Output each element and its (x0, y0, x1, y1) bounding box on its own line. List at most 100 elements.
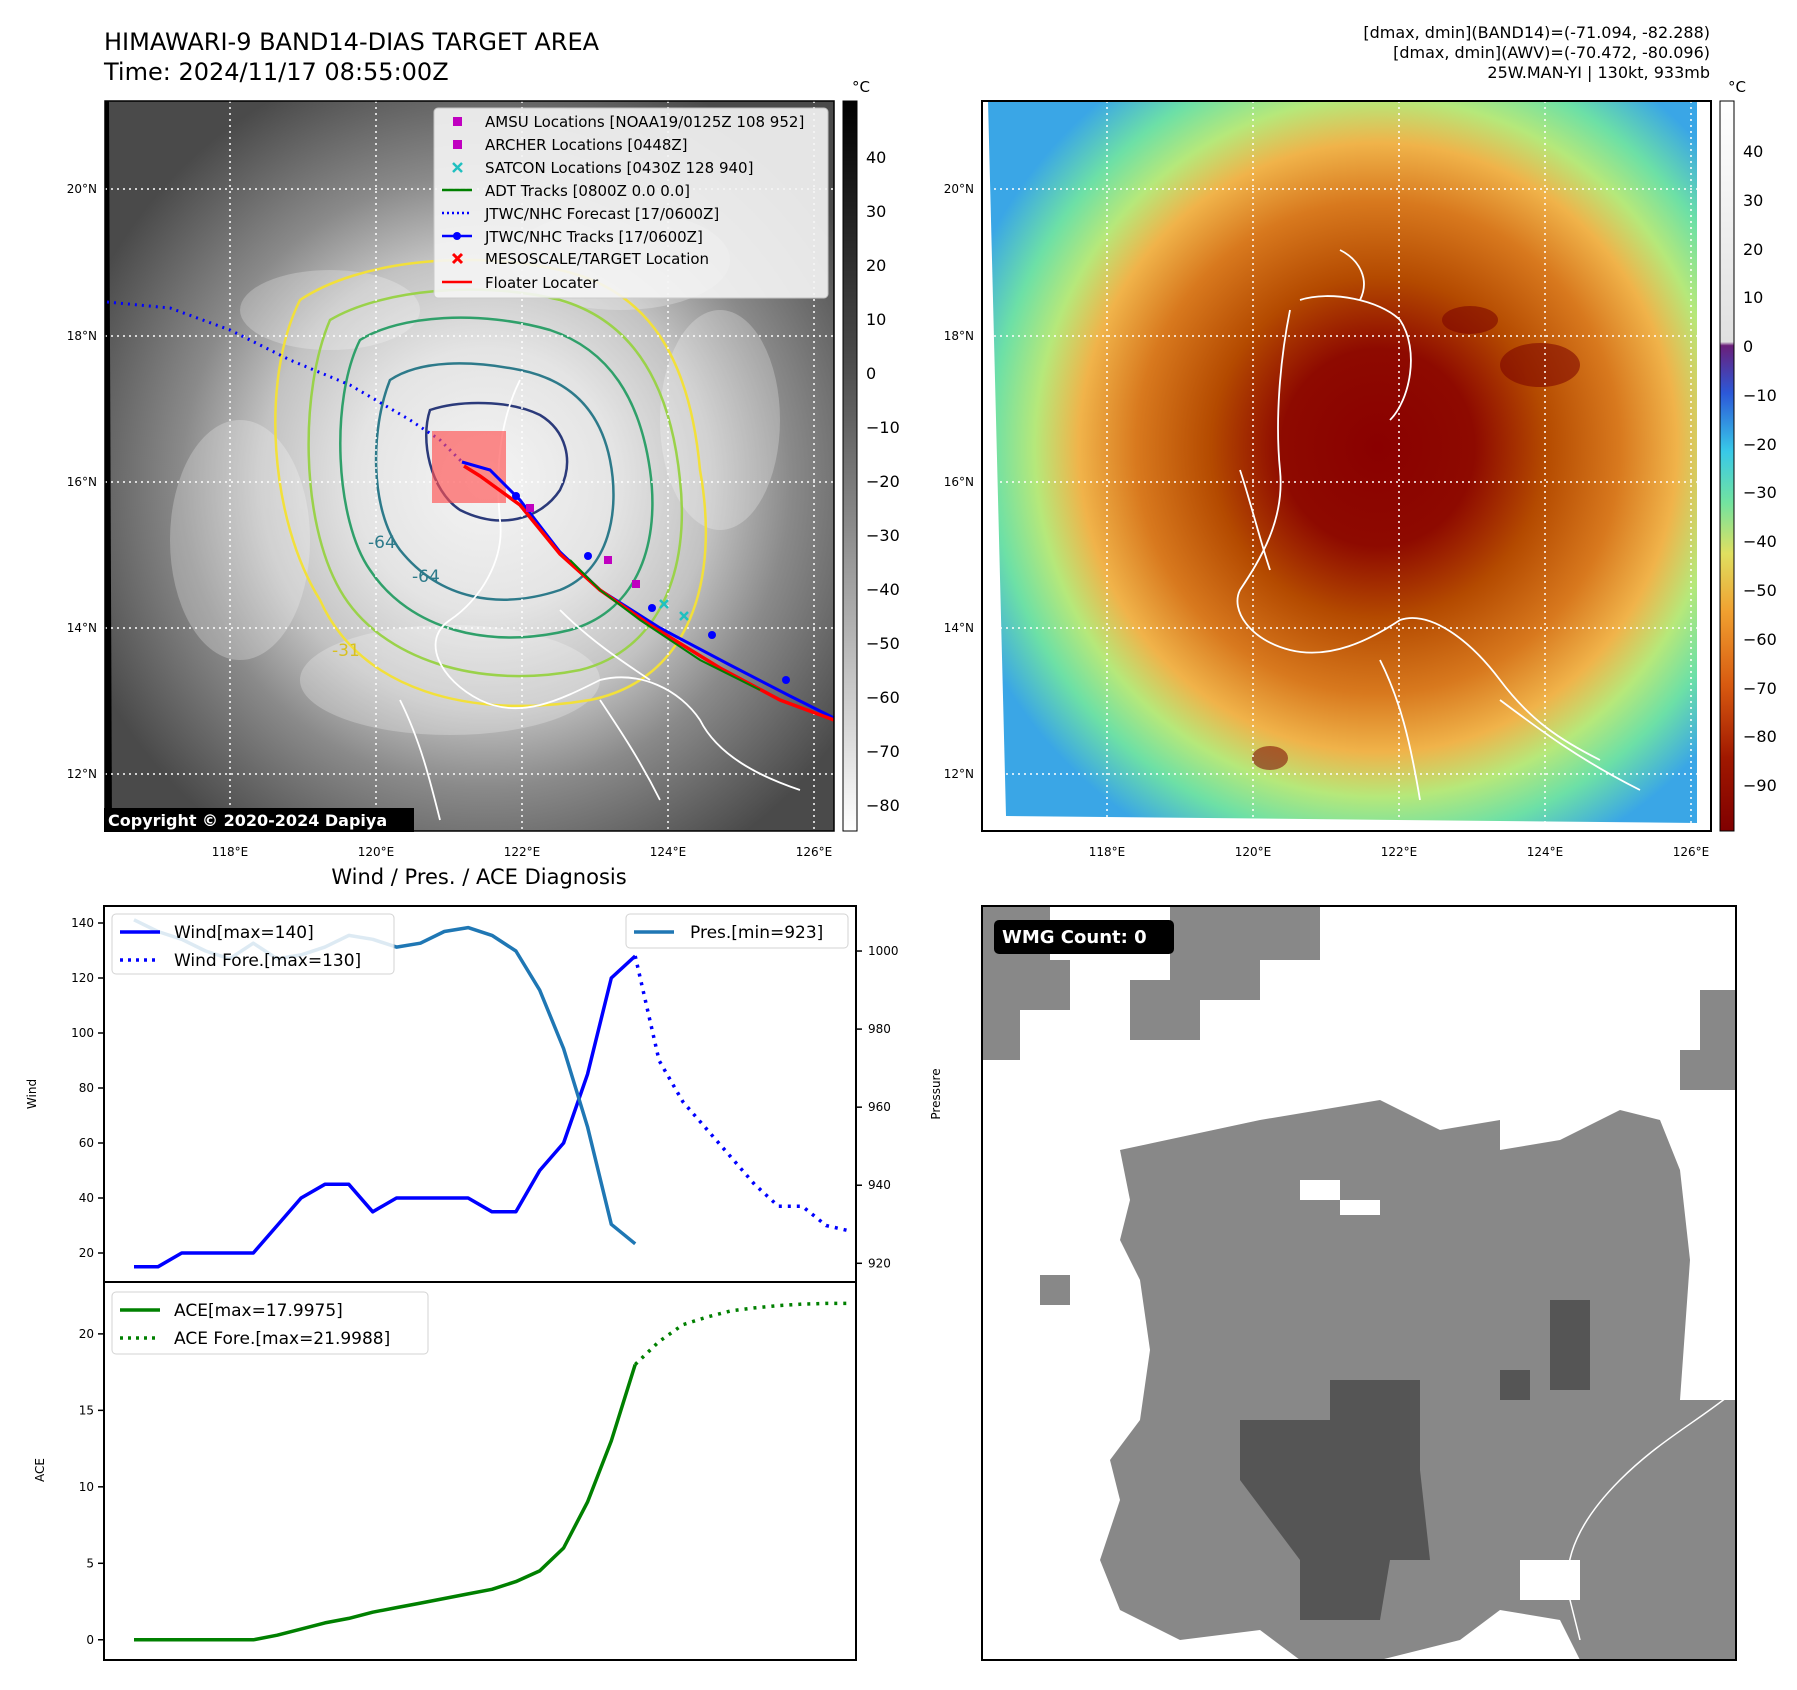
pressure-ylabel: Pressure (929, 1068, 943, 1119)
wmg-frame (981, 905, 1737, 1661)
right-map: 20°N 18°N 16°N 14°N 12°N 118°E 120°E 122… (944, 100, 1712, 859)
lcb-t5: −10 (866, 418, 900, 437)
mesoscale-target-box (432, 431, 506, 503)
lcb-t10: −60 (866, 688, 900, 707)
wind-ytick-label-4: 100 (71, 1026, 94, 1040)
wind-ytick-label-1: 40 (79, 1191, 94, 1205)
wmg-dark-region (1240, 1300, 1590, 1620)
right-lat-14: 14°N (944, 621, 974, 635)
right-lon-124: 124°E (1527, 845, 1564, 859)
legend-forecast: JTWC/NHC Forecast [17/0600Z] (484, 205, 719, 223)
wind-legend: Wind[max=140] Wind Fore.[max=130] (111, 913, 395, 975)
pressure-legend: Pres.[min=923] (625, 913, 849, 949)
rcb-t9: −50 (1743, 581, 1777, 600)
legend-ace: ACE[max=17.9975] (174, 1301, 343, 1321)
ace-ytick-label-0: 0 (86, 1633, 94, 1647)
right-map-coastline (1236, 249, 1641, 801)
left-lon-126: 126°E (796, 845, 833, 859)
lcb-t11: −70 (866, 742, 900, 761)
legend-wind: Wind[max=140] (174, 923, 314, 943)
lcb-t3: 10 (866, 310, 886, 329)
diagnosis-title: Wind / Pres. / ACE Diagnosis (331, 865, 626, 889)
ace-ytick-label-4: 20 (79, 1327, 94, 1341)
legend-floater: Floater Locater (485, 274, 599, 292)
ace-series (134, 1301, 851, 1642)
right-lon-122: 122°E (1381, 845, 1418, 859)
left-map-legend: AMSU Locations [NOAA19/0125Z 108 952] AR… (433, 107, 829, 299)
lcb-t0: 40 (866, 148, 886, 167)
lcb-t1: 30 (866, 202, 886, 221)
lcb-t12: −80 (866, 796, 900, 815)
left-lat-16: 16°N (67, 475, 97, 489)
copyright-bg (104, 808, 414, 832)
ace-ytick-label-3: 15 (79, 1403, 94, 1417)
left-lat-12: 12°N (67, 767, 97, 781)
ace-legend: ACE[max=17.9975] ACE Fore.[max=21.9988] (111, 1291, 429, 1355)
legend-satcon: SATCON Locations [0430Z 128 940] (485, 159, 753, 177)
left-lon-120: 120°E (358, 845, 395, 859)
stats-band14: [dmax, dmin](BAND14)=(-71.094, -82.288) (1363, 23, 1710, 42)
rcb-t2: 20 (1743, 240, 1763, 259)
wmg-white-holes (1300, 1180, 1580, 1600)
legend-archer-marker (453, 140, 462, 149)
legend-amsu: AMSU Locations [NOAA19/0125Z 108 952] (485, 113, 804, 131)
copyright-text: Copyright © 2020-2024 Dapiya (108, 811, 387, 830)
rcb-t12: −80 (1743, 727, 1777, 746)
left-lon-118: 118°E (212, 845, 249, 859)
wind-ytick-label-6: 140 (71, 916, 94, 930)
lcb-t9: −50 (866, 634, 900, 653)
wind-ytick-label-2: 60 (79, 1136, 94, 1150)
right-lat-12: 12°N (944, 767, 974, 781)
legend-adt: ADT Tracks [0800Z 0.0 0.0] (485, 182, 690, 200)
right-map-gridlines (982, 101, 1711, 831)
rcb-t11: −70 (1743, 679, 1777, 698)
rcb-t10: −60 (1743, 630, 1777, 649)
legend-amsu-marker (453, 117, 462, 126)
pressure-ytick-label-2: 960 (868, 1100, 891, 1114)
series-line-wind-fore- (633, 955, 851, 1233)
rcb-t13: −90 (1743, 776, 1777, 795)
wmg-panel: WMG Count: 0 (981, 905, 1737, 1661)
pressure-ytick-label-3: 980 (868, 1022, 891, 1036)
amsu-archer-points (526, 504, 640, 588)
left-lon-122: 122°E (504, 845, 541, 859)
pressure-ytick-label-1: 940 (868, 1178, 891, 1192)
wind-yticks: 20 40 60 80 100 120 140 (71, 916, 104, 1260)
wmg-coastline (1566, 1389, 1737, 1641)
right-lon-120: 120°E (1235, 845, 1272, 859)
ace-ytick-label-2: 10 (79, 1480, 94, 1494)
right-colorbar: °C 40 30 20 10 0 −10 −20 −30 −40 −50 −60… (1719, 78, 1777, 832)
right-lon-118: 118°E (1089, 845, 1126, 859)
satcon-points (659, 599, 689, 621)
wind-ylabel: Wind (25, 1079, 39, 1109)
stats-awv: [dmax, dmin](AWV)=(-70.472, -80.096) (1393, 43, 1710, 62)
rcb-t0: 40 (1743, 142, 1763, 161)
right-lat-16: 16°N (944, 475, 974, 489)
lcb-t7: −30 (866, 526, 900, 545)
left-map-frame (104, 100, 835, 832)
contour-label-1: -64 (368, 533, 396, 553)
right-map-frame (981, 100, 1712, 832)
legend-archer: ARCHER Locations [0448Z] (485, 136, 688, 154)
pressure-yticks: 920 940 960 980 1000 (856, 944, 899, 1270)
series-line-ace (134, 1363, 637, 1642)
rcb-t6: −20 (1743, 435, 1777, 454)
ace-chart: ACE 0 5 10 15 20 ACE[max=17.9975] ACE Fore.[… (33, 1281, 857, 1661)
left-map: -64 -64 -31 Copyright © 2020-202 (67, 100, 835, 859)
legend-pressure: Pres.[min=923] (690, 923, 823, 943)
rcb-t4: 0 (1743, 337, 1753, 356)
legend-target-marker (451, 252, 464, 265)
wmg-badge (994, 920, 1174, 954)
figure-time: Time: 2024/11/17 08:55:00Z (103, 58, 449, 86)
wind-ytick-label-0: 20 (79, 1246, 94, 1260)
rcb-t8: −40 (1743, 532, 1777, 551)
left-colorbar: °C 40 30 20 10 0 −10 −20 −30 −40 −50 −60… (842, 78, 900, 832)
contour-label-2: -64 (412, 567, 440, 587)
left-lat-18: 18°N (67, 329, 97, 343)
wmg-count-label: WMG Count: 0 (1002, 927, 1147, 948)
rcb-t1: 30 (1743, 191, 1763, 210)
legend-ace-forecast: ACE Fore.[max=21.9988] (174, 1329, 390, 1349)
jtwc-track-points (512, 492, 790, 684)
series-line-wind (134, 954, 637, 1269)
left-lat-14: 14°N (67, 621, 97, 635)
